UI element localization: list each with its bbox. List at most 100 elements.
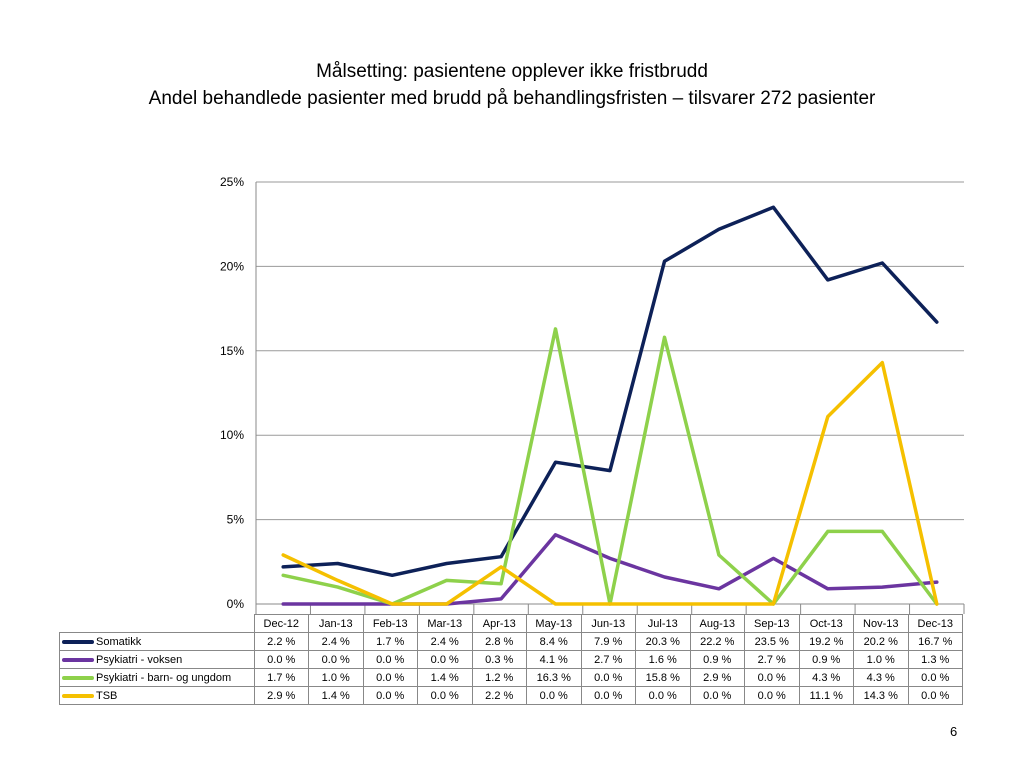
- data-label: 2.7 %: [744, 650, 800, 669]
- slide-title: Målsetting: pasientene opplever ikke fri…: [0, 58, 1024, 112]
- data-label: 20.2 %: [853, 632, 909, 651]
- table-header-row: Dec-12 Jan-13 Feb-13 Mar-13 Apr-13 May-13 Jun-…: [59, 614, 963, 633]
- data-label: 22.2 %: [689, 632, 745, 651]
- data-label: 1.7 %: [253, 668, 309, 687]
- category-label: Nov-13: [853, 614, 909, 633]
- data-label: 20.3 %: [635, 632, 691, 651]
- category-label: Dec-12: [253, 614, 309, 633]
- series-line-tsb: [281, 360, 939, 606]
- data-label: 16.3 %: [526, 668, 582, 687]
- category-label: Jul-13: [635, 614, 691, 633]
- data-label: 0.3 %: [471, 650, 527, 669]
- data-label: 14.3 %: [853, 686, 909, 705]
- legend-key: [62, 657, 94, 662]
- title-line-2: Andel behandlede pasienter med brudd på …: [148, 88, 876, 109]
- series-line-somatikk: [281, 205, 939, 578]
- category-label: Oct-13: [798, 614, 854, 633]
- data-label: 23.5 %: [744, 632, 800, 651]
- series-legend-cell: Somatikk: [59, 632, 255, 651]
- data-label: 0.9 %: [689, 650, 745, 669]
- y-tick-label: 5%: [227, 513, 245, 527]
- data-label: 2.2 %: [471, 686, 527, 705]
- data-label: 0.0 %: [744, 686, 800, 705]
- series-legend-cell: Psykiatri - voksen: [59, 650, 255, 669]
- legend-key: [62, 675, 94, 680]
- table-body: Somatikk 2.2 % 2.4 % 1.7 % 2.4 % 2.8 % 8.4 % 7.…: [59, 632, 963, 705]
- data-label: 4.3 %: [798, 668, 854, 687]
- data-label: 0.0 %: [744, 668, 800, 687]
- data-label: 19.2 %: [798, 632, 854, 651]
- series-name: TSB: [96, 689, 118, 702]
- data-label: 2.4 %: [417, 632, 473, 651]
- y-tick-label: 10%: [220, 428, 244, 442]
- category-label: Apr-13: [471, 614, 527, 633]
- series-name: Somatikk: [96, 635, 142, 648]
- data-label: 0.0 %: [580, 668, 636, 687]
- series-name: Psykiatri - barn- og ungdom: [96, 671, 232, 684]
- data-label: 0.0 %: [308, 650, 364, 669]
- series-legend-cell: Psykiatri - barn- og ungdom: [59, 668, 255, 687]
- table-corner: [59, 614, 255, 633]
- y-axis-ticks: 0% 5% 10% 15% 20% 25%: [220, 175, 244, 611]
- data-label: 0.0 %: [417, 686, 473, 705]
- category-label: May-13: [526, 614, 582, 633]
- data-label: 0.0 %: [580, 686, 636, 705]
- data-label: 1.2 %: [471, 668, 527, 687]
- category-label: Mar-13: [417, 614, 473, 633]
- category-label: Feb-13: [362, 614, 418, 633]
- y-tick-label: 20%: [220, 259, 244, 273]
- data-label: 0.9 %: [798, 650, 854, 669]
- data-label: 0.0 %: [362, 650, 418, 669]
- table-row: Somatikk 2.2 % 2.4 % 1.7 % 2.4 % 2.8 % 8.4 % 7.…: [59, 632, 963, 651]
- data-label: 2.8 %: [471, 632, 527, 651]
- data-table: Dec-12 Jan-13 Feb-13 Mar-13 Apr-13 May-13 Jun-…: [59, 614, 963, 705]
- data-label: 0.0 %: [362, 686, 418, 705]
- y-tick-label: 25%: [220, 175, 244, 189]
- data-label: 0.0 %: [417, 650, 473, 669]
- table-row: TSB 2.9 % 1.4 % 0.0 % 0.0 % 2.2 % 0.0 % 0.0 % 0.…: [59, 686, 963, 705]
- data-label: 2.4 %: [308, 632, 364, 651]
- data-label: 0.0 %: [635, 686, 691, 705]
- table-row: Psykiatri - barn- og ungdom 1.7 % 1.0 % 0.0…: [59, 668, 963, 687]
- y-tick-label: 0%: [227, 597, 245, 611]
- category-label: Dec-13: [907, 614, 963, 633]
- data-label: 1.4 %: [417, 668, 473, 687]
- data-label: 4.3 %: [853, 668, 909, 687]
- title-line-1: Målsetting: pasientene opplever ikke fri…: [316, 61, 708, 82]
- series-lines: [281, 205, 939, 606]
- data-label: 0.0 %: [253, 650, 309, 669]
- data-label: 1.0 %: [853, 650, 909, 669]
- data-label: 0.0 %: [907, 686, 963, 705]
- data-label: 2.9 %: [253, 686, 309, 705]
- category-label: Jun-13: [580, 614, 636, 633]
- series-line-psykiatri-voksen: [281, 533, 939, 606]
- data-label: 1.0 %: [308, 668, 364, 687]
- y-tick-label: 15%: [220, 344, 244, 358]
- data-label: 1.7 %: [362, 632, 418, 651]
- category-label: Jan-13: [308, 614, 364, 633]
- data-label: 1.3 %: [907, 650, 963, 669]
- data-label: 1.6 %: [635, 650, 691, 669]
- data-label: 2.9 %: [689, 668, 745, 687]
- category-label: Aug-13: [689, 614, 745, 633]
- data-label: 15.8 %: [635, 668, 691, 687]
- data-label: 0.0 %: [526, 686, 582, 705]
- data-label: 7.9 %: [580, 632, 636, 651]
- data-label: 2.7 %: [580, 650, 636, 669]
- data-label: 16.7 %: [907, 632, 963, 651]
- data-label: 4.1 %: [526, 650, 582, 669]
- gridlines: [255, 181, 965, 614]
- data-label: 0.0 %: [362, 668, 418, 687]
- page-number: 6: [950, 724, 958, 739]
- data-label: 1.4 %: [308, 686, 364, 705]
- data-label: 11.1 %: [798, 686, 854, 705]
- data-label: 8.4 %: [526, 632, 582, 651]
- series-name: Psykiatri - voksen: [96, 653, 183, 666]
- table-row: Psykiatri - voksen 0.0 % 0.0 % 0.0 % 0.0 % 0.…: [59, 650, 963, 669]
- legend-key: [62, 639, 94, 644]
- category-label: Sep-13: [744, 614, 800, 633]
- data-label: 2.2 %: [253, 632, 309, 651]
- legend-key: [62, 693, 94, 698]
- data-label: 0.0 %: [907, 668, 963, 687]
